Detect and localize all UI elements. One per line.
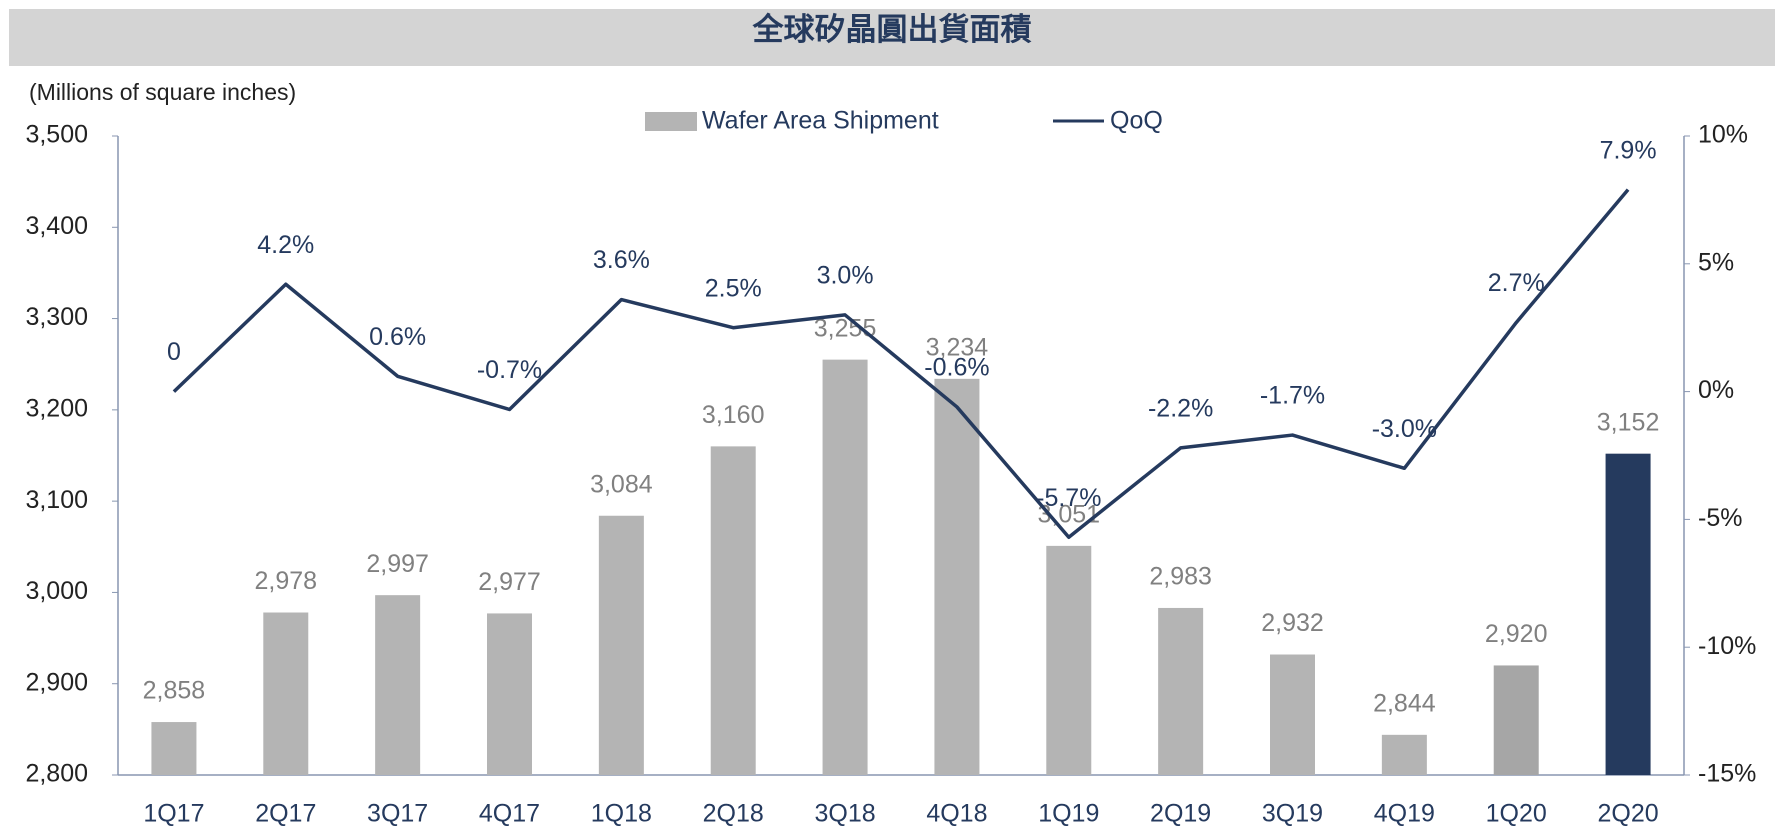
y2-tick-label: 5%: [1698, 248, 1734, 276]
y2-tick-label: 10%: [1698, 121, 1748, 149]
bar-value-label: 2,997: [366, 550, 429, 578]
chart-title: 全球矽晶圓出貨面積: [752, 12, 1032, 47]
line-value-label: 3.6%: [593, 246, 650, 274]
x-tick-label: 4Q17: [479, 800, 540, 827]
bar-value-label: 3,234: [926, 333, 989, 361]
y2-tick-label: -5%: [1698, 504, 1742, 532]
x-tick-label: 3Q18: [814, 800, 875, 827]
legend-swatch: [645, 112, 697, 131]
line-value-label: -0.6%: [924, 354, 989, 382]
bar-value-label: 2,932: [1261, 609, 1324, 637]
x-tick-label: 1Q18: [591, 800, 652, 827]
bar-value-label: 3,160: [702, 401, 765, 429]
qoq-line: [172, 188, 1630, 540]
bar: [263, 612, 309, 775]
bar: [1605, 453, 1651, 775]
x-tick-label: 3Q19: [1262, 800, 1323, 827]
bar: [1381, 734, 1427, 775]
line-value-label: 7.9%: [1600, 136, 1657, 164]
bar-value-label: 2,978: [255, 567, 318, 595]
x-tick-label: 2Q20: [1597, 800, 1658, 827]
bar: [151, 722, 197, 775]
line-value-label: -5.7%: [1036, 484, 1101, 512]
x-tick-label: 1Q20: [1486, 800, 1547, 827]
title-band: [9, 9, 1775, 66]
bar: [1158, 607, 1204, 775]
bar-value-label: 2,977: [478, 568, 541, 596]
x-tick-label: 3Q17: [367, 800, 428, 827]
line-value-label: -2.2%: [1148, 394, 1213, 422]
line-value-label: -1.7%: [1260, 382, 1325, 410]
x-tick-label: 2Q18: [703, 800, 764, 827]
bar: [598, 515, 644, 775]
y-axis-label: (Millions of square inches): [29, 79, 296, 105]
line-value-label: -3.0%: [1372, 415, 1437, 443]
bar: [822, 359, 868, 775]
line-value-label: 4.2%: [257, 231, 314, 259]
y-tick-label: 3,400: [25, 212, 88, 240]
bar: [375, 595, 421, 775]
bar-value-label: 2,920: [1485, 620, 1548, 648]
x-tick-label: 2Q19: [1150, 800, 1211, 827]
y-tick-label: 3,500: [25, 121, 88, 149]
bar: [1493, 665, 1539, 775]
y2-tick-label: -10%: [1698, 632, 1756, 660]
bar: [487, 613, 532, 775]
legend-label: Wafer Area Shipment: [702, 107, 939, 135]
bar-value-label: 2,844: [1373, 689, 1436, 717]
y-tick-label: 3,000: [25, 577, 88, 605]
x-tick-label: 4Q18: [926, 800, 987, 827]
x-tick-label: 4Q19: [1374, 800, 1435, 827]
x-tick-label: 2Q17: [255, 800, 316, 827]
bar-value-label: 2,858: [143, 677, 206, 705]
y-tick-label: 3,200: [25, 394, 88, 422]
x-tick-label: 1Q17: [143, 800, 204, 827]
bar-value-label: 3,084: [590, 470, 653, 498]
bar-value-label: 2,983: [1149, 563, 1212, 591]
bar: [934, 378, 980, 775]
y2-tick-label: -15%: [1698, 760, 1756, 788]
line-value-label: 0.6%: [369, 323, 426, 351]
y-tick-label: 2,900: [25, 668, 88, 696]
y-tick-label: 3,300: [25, 303, 88, 331]
line-value-label: -0.7%: [477, 356, 542, 384]
y-tick-label: 2,800: [25, 760, 88, 788]
line-value-label: 0: [167, 338, 181, 366]
legend-label: QoQ: [1110, 107, 1163, 135]
bar: [1270, 654, 1315, 775]
x-tick-label: 1Q19: [1038, 800, 1099, 827]
line-value-label: 2.7%: [1488, 269, 1545, 297]
bar-value-label: 3,152: [1597, 408, 1660, 436]
bar: [710, 446, 756, 775]
line-value-label: 2.5%: [705, 274, 762, 302]
y2-tick-label: 0%: [1698, 376, 1734, 404]
y-tick-label: 3,100: [25, 486, 88, 514]
bar: [1046, 545, 1092, 775]
line-value-label: 3.0%: [817, 262, 874, 290]
